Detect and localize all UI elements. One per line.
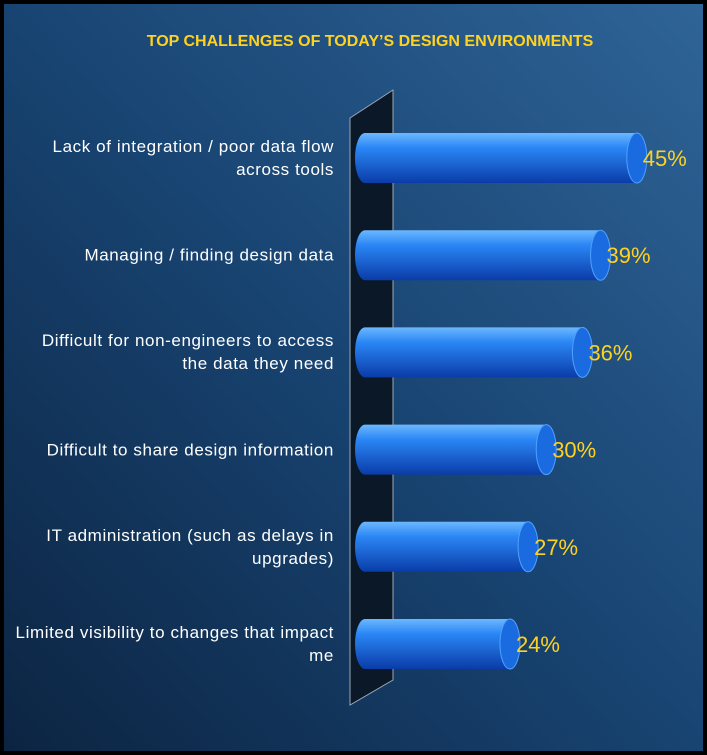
bar-end-cap [499, 618, 521, 670]
bar-end-cap [571, 326, 593, 378]
category-label: Difficult for non-engineers to access th… [41, 331, 334, 374]
category-label: IT administration (such as delays in upg… [46, 525, 334, 568]
bar-end-cap [535, 424, 557, 476]
bar [355, 521, 539, 572]
category-label: Managing / finding design data [84, 245, 334, 265]
bar-end-cap [590, 229, 612, 281]
value-label: 27% [534, 535, 578, 560]
value-label: 30% [552, 438, 596, 463]
chart-title: TOP CHALLENGES OF TODAY’S DESIGN ENVIRON… [147, 33, 594, 50]
bar [355, 424, 557, 475]
value-label: 36% [588, 340, 632, 365]
value-label: 24% [516, 632, 560, 657]
bar [355, 230, 611, 281]
bar-end-cap [517, 521, 539, 573]
category-label: Limited visibility to changes that impac… [15, 623, 334, 665]
value-label: 39% [607, 243, 651, 268]
category-label: Lack of integration / poor data flow acr… [52, 137, 334, 179]
bar-end-cap [626, 132, 648, 184]
bar [355, 133, 647, 183]
category-label: Difficult to share design information [46, 440, 334, 460]
bar [355, 619, 520, 669]
bar [355, 327, 593, 378]
value-label: 45% [643, 146, 687, 171]
